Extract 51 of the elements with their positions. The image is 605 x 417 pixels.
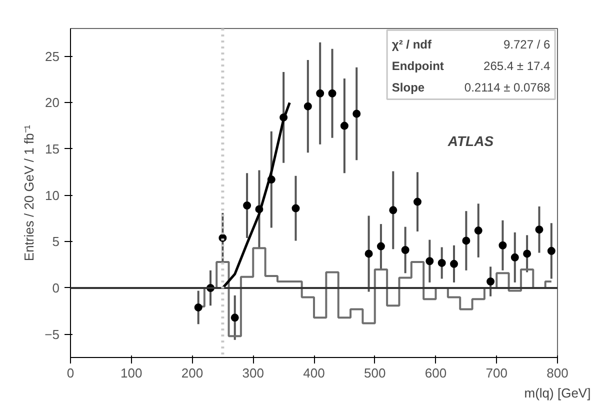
x-tick-label: 500 (364, 366, 386, 380)
y-tick-label: 0 (52, 280, 60, 296)
x-tick-label: 600 (424, 366, 447, 380)
point (340, 122, 348, 130)
x-axis-title: m(lq) [GeV] (524, 386, 591, 400)
point (292, 204, 300, 212)
text: Slope 0.2114 ± 0.0768 (392, 80, 550, 94)
point (243, 202, 252, 210)
y-tick-label: 25 (45, 48, 60, 64)
point (413, 198, 422, 206)
point (498, 241, 507, 250)
point (352, 110, 361, 118)
x-tick-label: 200 (181, 366, 204, 380)
text: χ² / ndf 9.727 / 6 (392, 38, 550, 52)
point (438, 258, 446, 267)
point (474, 226, 482, 235)
point (547, 246, 556, 255)
y-tick-label: 15 (45, 141, 60, 156)
point (389, 206, 398, 214)
y-tick-label: 20 (45, 95, 60, 110)
x-tick-label: 100 (120, 366, 142, 380)
point (486, 278, 495, 286)
point (450, 260, 458, 268)
point (304, 102, 312, 110)
y-axis-title: Entries / 20 GeV / 1 fb⁻¹ (22, 124, 37, 262)
x-tick-label: 300 (242, 366, 264, 380)
x-tick-label: 0 (66, 366, 74, 380)
point (462, 236, 470, 245)
line-series (221, 101, 291, 290)
point (230, 314, 239, 322)
point (535, 226, 544, 234)
point (364, 250, 373, 258)
point (255, 205, 264, 214)
text: Endpoint 265.4 ± 17.4 (392, 58, 550, 73)
point (401, 246, 410, 254)
y-tick-label: −5 (44, 326, 60, 342)
point (267, 176, 276, 184)
x-tick-label: 400 (303, 366, 325, 380)
point (376, 242, 385, 250)
y-tick-label: 5 (52, 234, 60, 250)
point (280, 113, 288, 122)
point (426, 257, 434, 266)
point (316, 89, 324, 98)
point (328, 89, 336, 98)
y-tick-label: 10 (45, 188, 60, 203)
point (523, 250, 532, 258)
x-tick-label: 800 (546, 366, 568, 380)
annotation: ATLAS (446, 132, 494, 149)
point (194, 303, 202, 312)
point (510, 253, 519, 262)
x-tick-label: 700 (486, 366, 508, 380)
